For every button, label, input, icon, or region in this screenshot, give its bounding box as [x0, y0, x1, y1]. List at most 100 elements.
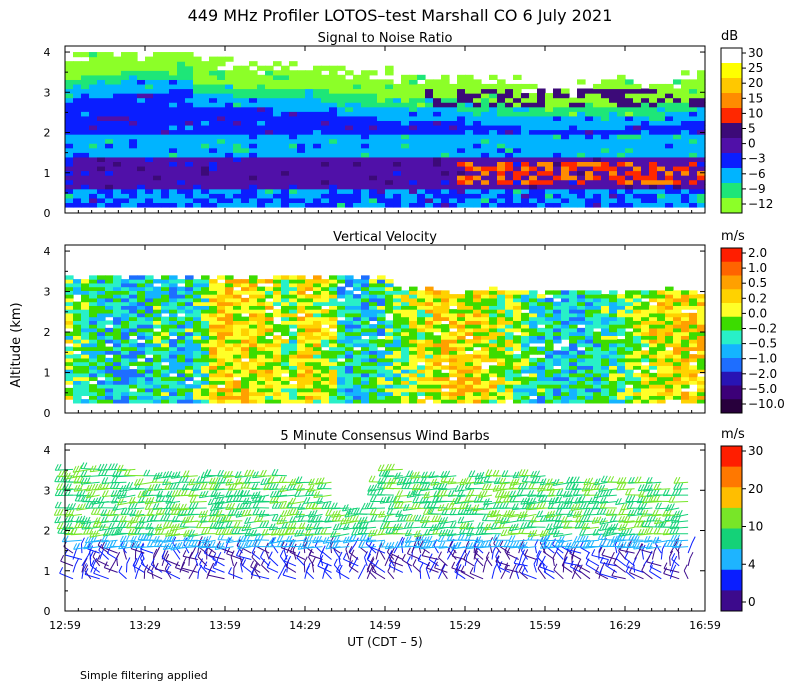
velocity-cell: [145, 384, 154, 389]
velocity-cell: [249, 312, 258, 318]
snr-cell: [497, 152, 506, 158]
velocity-cell: [473, 365, 482, 370]
velocity-cell: [81, 357, 90, 363]
snr-cell: [689, 170, 698, 176]
wind-barb: [162, 470, 181, 479]
velocity-cell: [433, 297, 442, 303]
snr-cell: [193, 124, 202, 131]
snr-cell: [193, 179, 202, 185]
velocity-cell: [385, 361, 394, 366]
velocity-cell: [377, 309, 386, 314]
velocity-cell: [233, 335, 242, 340]
velocity-cell: [153, 339, 162, 344]
snr-cell: [225, 115, 234, 121]
velocity-cell: [241, 376, 250, 381]
snr-cell: [673, 111, 682, 117]
snr-cell: [425, 197, 434, 204]
velocity-cell: [513, 376, 522, 381]
velocity-cell: [217, 305, 226, 310]
snr-cell: [305, 147, 314, 153]
velocity-cell: [601, 361, 610, 366]
velocity-cell: [545, 357, 554, 363]
velocity-cell: [81, 372, 90, 378]
velocity-cell: [593, 380, 602, 385]
snr-cell: [689, 184, 698, 190]
velocity-cell: [553, 316, 562, 321]
snr-cell: [489, 197, 498, 204]
snr-cell: [513, 97, 522, 103]
velocity-cell: [697, 395, 706, 400]
snr-cell: [673, 202, 682, 208]
snr-cell: [569, 202, 578, 208]
snr-cell: [425, 88, 434, 94]
velocity-cell: [449, 335, 458, 340]
velocity-cell: [297, 357, 306, 363]
velocity-cell: [633, 346, 642, 351]
snr-cell: [297, 188, 306, 194]
velocity-cell: [241, 346, 250, 351]
velocity-cell: [337, 309, 346, 314]
velocity-cell: [433, 380, 442, 385]
velocity-cell: [313, 290, 322, 295]
velocity-cell: [481, 335, 490, 340]
snr-cell: [305, 152, 314, 158]
velocity-cell: [537, 357, 546, 363]
velocity-cell: [201, 354, 210, 359]
snr-cell: [353, 197, 362, 204]
velocity-cell: [137, 335, 146, 340]
snr-cell: [377, 134, 386, 140]
snr-cell: [201, 61, 210, 67]
velocity-cell: [225, 376, 234, 381]
velocity-cell: [89, 399, 98, 404]
velocity-cell: [689, 327, 698, 333]
velocity-cell: [209, 384, 218, 389]
velocity-cell: [377, 320, 386, 325]
snr-cell: [177, 115, 186, 121]
snr-cell: [257, 202, 266, 208]
snr-cell: [169, 202, 178, 208]
snr-cell: [361, 202, 370, 208]
snr-cell: [305, 88, 314, 94]
snr-cell: [537, 138, 546, 144]
snr-cell: [153, 124, 162, 131]
velocity-cell: [393, 286, 402, 291]
velocity-cell: [209, 301, 218, 306]
snr-cell: [633, 197, 642, 204]
velocity-cell: [505, 365, 514, 370]
snr-cell: [513, 102, 522, 108]
velocity-cell: [441, 301, 450, 306]
velocity-heatmap: [65, 275, 706, 404]
snr-cell: [169, 129, 178, 135]
snr-cell: [257, 106, 266, 112]
snr-cell: [521, 179, 530, 185]
velocity-cell: [281, 279, 290, 284]
velocity-cell: [401, 369, 410, 374]
velocity-cell: [489, 290, 498, 295]
velocity-cell: [121, 309, 130, 314]
snr-cell: [561, 152, 570, 158]
velocity-cell: [625, 387, 634, 393]
velocity-cell: [241, 399, 250, 404]
velocity-cell: [633, 365, 642, 370]
snr-cell: [449, 156, 458, 162]
snr-cell: [521, 202, 530, 208]
velocity-cell: [289, 275, 298, 280]
velocity-cell: [505, 384, 514, 389]
snr-cell: [649, 111, 658, 117]
snr-cell: [89, 74, 98, 80]
velocity-cell: [89, 384, 98, 389]
velocity-cell: [593, 387, 602, 393]
velocity-cell: [393, 395, 402, 400]
velocity-cell: [313, 282, 322, 288]
velocity-cell: [545, 312, 554, 318]
snr-cell: [161, 197, 170, 204]
velocity-cell: [313, 305, 322, 310]
snr-cell: [177, 188, 186, 194]
velocity-cell: [657, 339, 666, 344]
velocity-cell: [569, 354, 578, 359]
wind-barb: [116, 527, 136, 535]
snr-cell: [449, 175, 458, 181]
velocity-cell: [153, 376, 162, 381]
wind-barbs-plot: [53, 462, 696, 580]
velocity-cell: [289, 357, 298, 363]
